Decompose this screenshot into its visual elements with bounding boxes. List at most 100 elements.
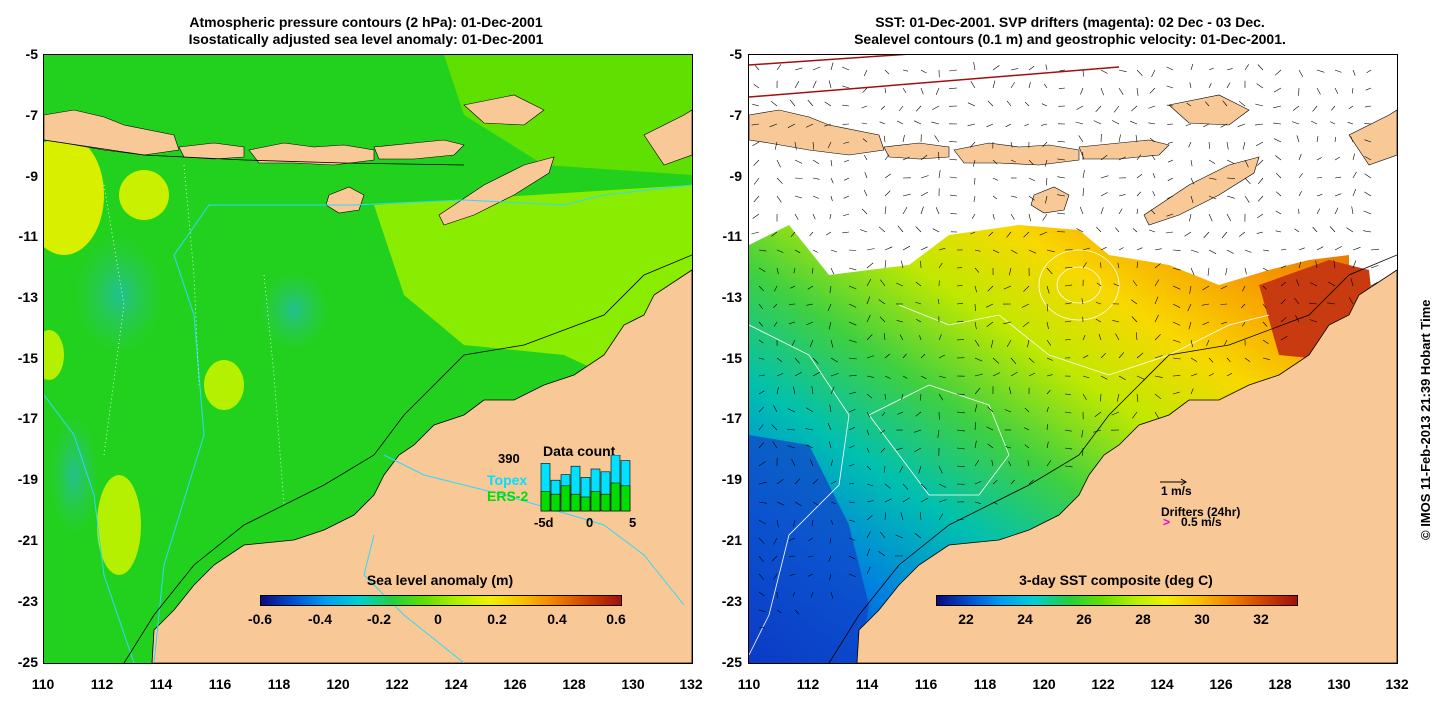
- velocity-arrow: [792, 591, 796, 597]
- velocity-arrow: [884, 154, 890, 161]
- velocity-arrow: [1208, 195, 1217, 200]
- sst-colorbar: [936, 595, 1298, 606]
- velocity-arrow: [758, 303, 764, 310]
- velocity-arrow: [1116, 393, 1120, 402]
- velocity-arrow: [866, 262, 874, 269]
- velocity-arrow: [812, 267, 814, 274]
- left-title-line2: Isostatically adjusted sea level anomaly…: [188, 31, 544, 47]
- velocity-arrow: [862, 87, 868, 93]
- velocity-arrow: [1129, 120, 1138, 125]
- velocity-arrow: [1046, 321, 1049, 330]
- velocity-arrow: [1370, 282, 1378, 287]
- velocity-arrow: [1135, 134, 1138, 143]
- velocity-arrow: [1316, 157, 1322, 161]
- velocity-arrow: [992, 213, 995, 220]
- velocity-arrow: [794, 371, 802, 377]
- velocity-arrow: [1334, 207, 1339, 215]
- right-xtick: 124: [1150, 676, 1174, 692]
- velocity-arrow: [1154, 279, 1160, 287]
- velocity-arrow: [992, 177, 999, 181]
- velocity-arrow: [758, 519, 766, 525]
- velocity-arrow: [987, 100, 994, 107]
- velocity-arrow: [938, 247, 946, 251]
- velocity-arrow: [1100, 69, 1108, 74]
- velocity-arrow: [974, 501, 982, 504]
- velocity-arrow: [1118, 352, 1125, 359]
- pressure-contour: [123, 254, 692, 663]
- velocity-arrow: [992, 249, 1000, 254]
- velocity-arrow: [1154, 248, 1162, 251]
- sealevel-contour: [749, 324, 850, 656]
- velocity-arrow: [866, 296, 871, 305]
- island-east: [1348, 109, 1397, 166]
- velocity-arrow: [1208, 159, 1216, 165]
- velocity-arrow: [794, 478, 801, 485]
- velocity-arrow: [1149, 137, 1156, 143]
- right-ytick: -25: [721, 654, 742, 670]
- velocity-arrow: [1273, 122, 1282, 125]
- velocity-arrow: [1352, 260, 1357, 269]
- velocity-arrow: [861, 208, 868, 215]
- velocity-arrow: [1327, 302, 1336, 305]
- velocity-arrow: [1028, 249, 1037, 254]
- velocity-arrow: [794, 159, 803, 164]
- velocity-arrow: [1312, 105, 1318, 112]
- velocity-arrow: [1082, 393, 1087, 400]
- velocity-arrow: [1131, 299, 1138, 305]
- velocity-arrow: [1046, 389, 1051, 395]
- sst-cold-patch: [749, 435, 869, 663]
- velocity-arrow: [806, 321, 814, 326]
- velocity-arrow: [1346, 227, 1354, 233]
- velocity-arrow: [794, 357, 800, 364]
- velocity-arrow: [1111, 120, 1120, 125]
- velocity-arrow: [866, 411, 871, 418]
- velocity-arrow: [812, 357, 819, 364]
- velocity-arrow: [1226, 141, 1229, 150]
- velocity-arrow: [1242, 141, 1246, 150]
- velocity-arrow: [896, 447, 904, 451]
- velocity-arrow: [880, 279, 886, 287]
- drifter-track: [749, 55, 907, 66]
- velocity-arrow: [1046, 357, 1053, 361]
- velocity-arrow: [1190, 195, 1194, 203]
- velocity-arrow: [1311, 120, 1318, 125]
- velocity-arrow: [787, 445, 796, 449]
- velocity-arrow: [794, 213, 799, 221]
- velocity-arrow: [812, 195, 819, 199]
- velocity-arrow: [1221, 321, 1228, 325]
- velocity-arrow: [843, 141, 850, 144]
- velocity-arrow: [1275, 172, 1282, 179]
- pressure-contour: [44, 139, 465, 166]
- velocity-arrow: [866, 248, 875, 251]
- velocity-arrow: [1172, 391, 1180, 395]
- velocity-arrow: [1167, 159, 1174, 163]
- velocity-arrow: [866, 429, 870, 436]
- velocity-arrow: [956, 339, 965, 341]
- velocity-arrow: [794, 67, 803, 71]
- velocity-arrow: [902, 134, 905, 143]
- velocity-arrow: [827, 141, 832, 149]
- velocity-arrow: [1280, 299, 1286, 305]
- velocity-arrow: [1172, 267, 1181, 271]
- velocity-arrow: [1064, 320, 1072, 323]
- velocity-arrow: [827, 303, 832, 312]
- velocity-arrow: [1312, 226, 1318, 233]
- velocity-arrow: [938, 262, 943, 269]
- velocity-arrow: [1237, 123, 1246, 127]
- island-timor: [438, 156, 555, 226]
- velocity-arrow: [1273, 105, 1282, 109]
- velocity-arrow: [774, 141, 778, 150]
- velocity-arrow: [1172, 375, 1181, 377]
- velocity-arrow: [1028, 213, 1031, 222]
- velocity-arrow: [1280, 317, 1287, 323]
- velocity-arrow: [773, 573, 778, 580]
- velocity-arrow: [974, 285, 977, 293]
- velocity-arrow: [1064, 393, 1071, 395]
- velocity-arrow: [1204, 101, 1210, 107]
- velocity-arrow: [1348, 297, 1354, 305]
- velocity-arrow: [1100, 87, 1104, 96]
- velocity-arrow: [859, 229, 868, 233]
- velocity-arrow: [1023, 285, 1030, 292]
- right-ytick: -17: [721, 410, 742, 426]
- velocity-arrow: [866, 393, 873, 399]
